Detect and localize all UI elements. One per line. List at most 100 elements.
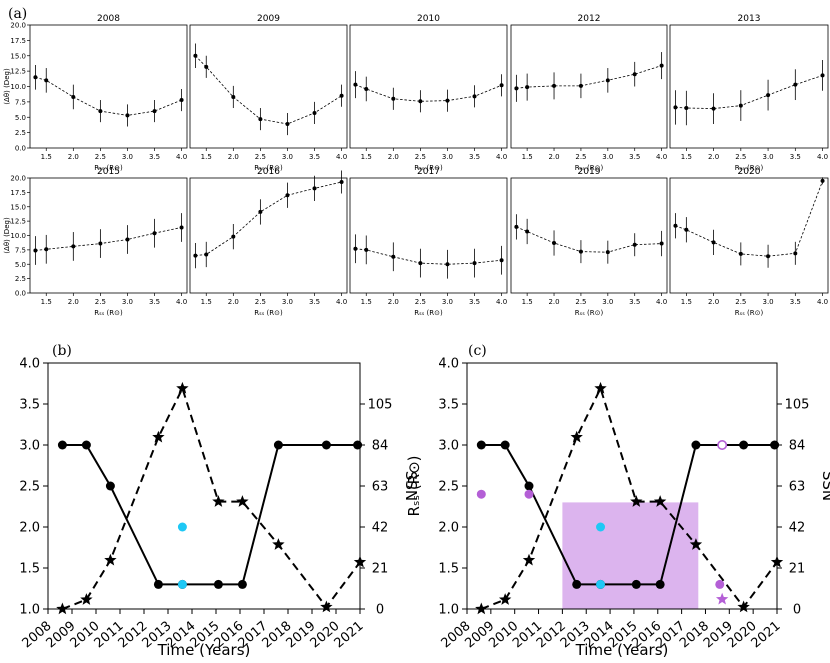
ssn-star [212, 495, 225, 507]
data-point [552, 83, 557, 88]
series-line [675, 180, 823, 257]
x-tick-label: 3.5 [629, 298, 640, 306]
data-point [578, 83, 583, 88]
y-tick-label: 0.0 [15, 145, 26, 153]
ssn-line [62, 385, 361, 610]
subplot-frame [29, 24, 188, 149]
y-tick-label: 15.0 [10, 203, 26, 211]
series-line [516, 226, 662, 253]
data-point [285, 122, 290, 127]
y-tick-label: 5.0 [15, 261, 26, 269]
x-tick-label: 1.5 [681, 298, 692, 306]
data-point [33, 248, 38, 253]
rss-cyan-marker [596, 522, 606, 532]
x-tick-label: 4.0 [496, 298, 507, 306]
y-tick-label: 17.5 [10, 189, 26, 197]
data-point [193, 253, 198, 258]
y-left-axis-label: Rₛₛ (R⊙) [405, 455, 423, 516]
x-tick-label: 2.5 [255, 298, 266, 306]
rss-purple-open-marker [717, 439, 728, 450]
rss-marker [237, 579, 247, 589]
data-point [738, 103, 743, 108]
x-tick-label: 2.0 [68, 153, 79, 161]
x-axis-label: Time (Years) [575, 641, 669, 659]
ssn-star [104, 553, 117, 566]
panel-label-a: (a) [8, 6, 27, 22]
data-point [339, 180, 344, 185]
x-tick-label: 1.5 [681, 153, 692, 161]
rss-purple-marker [476, 489, 486, 499]
rss-purple-marker [524, 489, 534, 499]
x-tick-label: 4.0 [817, 298, 828, 306]
y-right-tick-label: 84 [789, 439, 806, 454]
y-axis-label: ⟨Δθ⟩ (Deg) [3, 217, 11, 254]
data-point [98, 241, 103, 246]
x-tick-label: 3.0 [762, 153, 773, 161]
data-point [125, 113, 130, 118]
x-tick-label: 2.5 [255, 153, 266, 161]
data-point [71, 244, 76, 249]
x-tick-label: 2.5 [575, 153, 586, 161]
rss-marker [273, 440, 283, 450]
series-line [516, 65, 662, 89]
y-tick-label: 15.0 [10, 52, 26, 60]
y-tick-label: 5.0 [15, 114, 26, 122]
x-tick-label: 2.0 [548, 298, 559, 306]
x-tick-label: 1.5 [361, 298, 372, 306]
data-point [673, 105, 678, 110]
x-axis-label: Rₛₛ (R⊙) [735, 164, 764, 172]
ssn-star [594, 381, 607, 394]
x-tick-label: 3.5 [149, 298, 160, 306]
rss-marker [153, 579, 163, 589]
x-axis-label: Rₛₛ (R⊙) [575, 164, 604, 172]
y-right-tick-label: 42 [372, 521, 389, 536]
data-point [552, 240, 557, 245]
data-point [820, 73, 825, 78]
subplot-title: 2017 [417, 167, 440, 177]
rss-marker [500, 440, 510, 450]
x-tick-label: 4.0 [176, 153, 187, 161]
data-point [578, 249, 583, 254]
y-right-tick-label: 0 [376, 603, 384, 618]
y-left-tick-label: 3.5 [19, 398, 40, 413]
y-tick-label: 12.5 [10, 68, 26, 76]
data-point [353, 82, 358, 87]
x-tick-label: 1.5 [361, 153, 372, 161]
data-point [445, 262, 450, 267]
data-point [364, 247, 369, 252]
data-point [525, 85, 530, 90]
small-multiples-grid: 2008 1.5 2.0 2.5 3.0 3.5 4.0 Rₛₛ (R⊙) 0.0 2.5 5.0 7… [3, 14, 829, 317]
x-tick-label: 1.5 [201, 153, 212, 161]
subplot-frame [669, 177, 829, 294]
x-tick-label: 2.5 [415, 153, 426, 161]
x-tick-label: 3.0 [442, 298, 453, 306]
data-point [738, 251, 743, 256]
y-tick-label: 17.5 [10, 37, 26, 45]
data-point [525, 229, 530, 234]
subplot-title: 2008 [97, 14, 120, 24]
x-tick-label: 4.0 [496, 153, 507, 161]
y-tick-label: 2.5 [15, 129, 26, 137]
x-tick-label: 3.0 [442, 153, 453, 161]
x-axis-label: Rₛₛ (R⊙) [94, 164, 123, 172]
ssn-star [320, 600, 333, 613]
data-point [605, 78, 610, 83]
x-tick-label: 4.0 [656, 153, 667, 161]
y-tick-label: 12.5 [10, 218, 26, 226]
x-tick-label: 3.0 [122, 298, 133, 306]
x-axis-label: Time (Years) [157, 641, 251, 659]
x-tick-label: 2.5 [575, 298, 586, 306]
subplot-title: 2012 [578, 14, 601, 24]
x-tick-label: 3.5 [309, 298, 320, 306]
data-point [418, 99, 423, 104]
data-point [285, 193, 290, 198]
y-left-tick-label: 2.0 [438, 521, 459, 536]
y-left-tick-label: 1.0 [438, 603, 459, 618]
subplot-title: 2010 [417, 14, 440, 24]
x-tick-label: 1.5 [522, 298, 533, 306]
x-tick-label: 1.5 [41, 298, 52, 306]
x-tick-label: 3.0 [602, 298, 613, 306]
x-axis-label: Rₛₛ (R⊙) [414, 164, 443, 172]
data-point [33, 75, 38, 80]
data-point [445, 98, 450, 103]
